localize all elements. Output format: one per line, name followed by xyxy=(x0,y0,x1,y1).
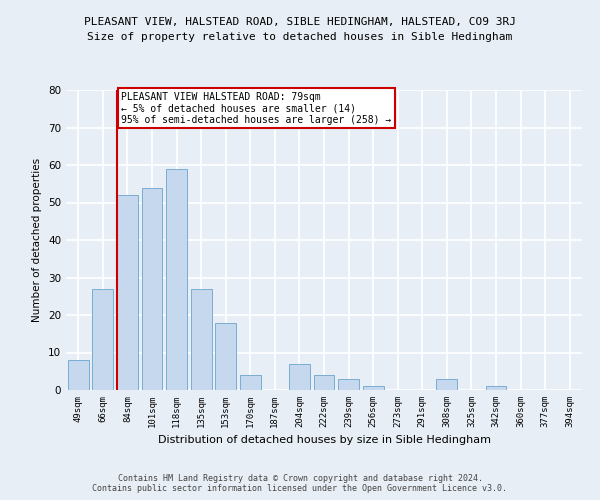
Bar xyxy=(485,386,506,390)
Text: Size of property relative to detached houses in Sible Hedingham: Size of property relative to detached ho… xyxy=(88,32,512,42)
Text: PLEASANT VIEW, HALSTEAD ROAD, SIBLE HEDINGHAM, HALSTEAD, CO9 3RJ: PLEASANT VIEW, HALSTEAD ROAD, SIBLE HEDI… xyxy=(84,18,516,28)
Bar xyxy=(338,379,359,390)
Bar xyxy=(92,289,113,390)
Text: Contains public sector information licensed under the Open Government Licence v3: Contains public sector information licen… xyxy=(92,484,508,493)
Y-axis label: Number of detached properties: Number of detached properties xyxy=(32,158,43,322)
Bar xyxy=(314,375,334,390)
Text: PLEASANT VIEW HALSTEAD ROAD: 79sqm
← 5% of detached houses are smaller (14)
95% : PLEASANT VIEW HALSTEAD ROAD: 79sqm ← 5% … xyxy=(121,92,392,125)
Bar xyxy=(166,169,187,390)
Bar xyxy=(142,188,163,390)
Bar xyxy=(362,386,383,390)
Bar xyxy=(117,195,138,390)
Bar xyxy=(68,360,89,390)
Bar xyxy=(436,379,457,390)
X-axis label: Distribution of detached houses by size in Sible Hedingham: Distribution of detached houses by size … xyxy=(157,436,491,446)
Bar xyxy=(215,322,236,390)
Bar xyxy=(240,375,261,390)
Text: Contains HM Land Registry data © Crown copyright and database right 2024.: Contains HM Land Registry data © Crown c… xyxy=(118,474,482,483)
Bar xyxy=(191,289,212,390)
Bar xyxy=(289,364,310,390)
